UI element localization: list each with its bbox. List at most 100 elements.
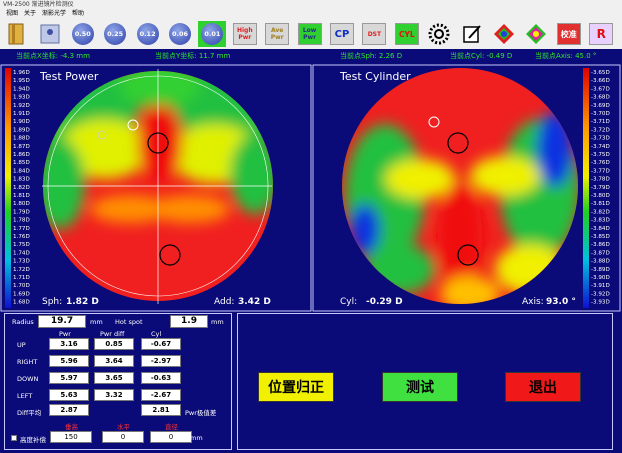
scale-label: -3.91D (591, 283, 610, 289)
toolbar-button[interactable] (490, 21, 518, 47)
toolbar-button[interactable]: 0.25 (101, 21, 129, 47)
toolbar-button[interactable] (458, 21, 486, 47)
button-label: High Pwr (232, 23, 257, 45)
map-title: Test Cylinder (339, 70, 411, 83)
button-label: CP (330, 23, 354, 45)
toolbar-button[interactable]: Ave Pwr (263, 21, 291, 47)
map-title: Test Power (39, 70, 99, 83)
scale-label: -3.82D (591, 209, 610, 215)
action-button[interactable]: 退出 (505, 372, 581, 402)
scale-label: 1.74D (13, 250, 30, 256)
toolbar-button[interactable]: CP (328, 21, 356, 47)
checkbox[interactable] (11, 435, 17, 441)
cyl-heatmap (342, 68, 578, 304)
scale-label: 1.71D (13, 275, 30, 281)
toolbar-button[interactable] (425, 21, 453, 47)
scale-label: 1.75D (13, 242, 30, 248)
status-text: 当前点X坐标: -4.3 mm (16, 52, 90, 60)
scale-label: 1.79D (13, 209, 30, 215)
button-label: R (589, 23, 614, 45)
field-label: Pwr diff (100, 330, 125, 338)
toolbar-button[interactable]: 0.06 (166, 21, 194, 47)
scale-label: -3.71D (591, 119, 610, 125)
maps: 1.96D 1.95D 1.94D 1.93D 1.92D 1.91D 1.90D 1.89D… (0, 64, 621, 312)
toolbar-button[interactable]: R (587, 21, 615, 47)
value-box: -2.67 (141, 389, 181, 401)
power-overlay (42, 69, 272, 304)
toolbar-button[interactable]: 0.01 (198, 21, 227, 47)
toolbar-button[interactable] (522, 21, 550, 47)
scale-label: -3.93D (591, 300, 610, 306)
measure-panel (4, 313, 232, 450)
cyl-color-scale (583, 68, 589, 308)
toolbar-button[interactable]: High Pwr (231, 21, 259, 47)
field-label: 高度补偿 (20, 436, 46, 444)
menu-item[interactable]: 渐影光学 (42, 10, 67, 17)
scale-label: 1.84D (13, 168, 30, 174)
scale-label: -3.77D (591, 168, 610, 174)
field-label: Pwr (59, 330, 71, 338)
action-button[interactable]: 位置归正 (258, 372, 334, 402)
button-label: 0.12 (136, 23, 159, 45)
scale-label: -3.83D (591, 218, 610, 224)
toolbar-button[interactable] (36, 21, 64, 47)
value-box: 19.7 (38, 315, 86, 328)
scale-label: 1.91D (13, 111, 30, 117)
scale-label: 1.78D (13, 218, 30, 224)
toolbar-button[interactable]: 校准 (555, 21, 583, 47)
scale-label: -3.72D (591, 127, 610, 133)
action-button[interactable]: 测试 (382, 372, 458, 402)
value-box: 0 (102, 431, 144, 443)
scale-label: -3.73D (591, 136, 610, 142)
field-label: mm (211, 318, 224, 326)
menu-item[interactable]: 视图 (6, 10, 19, 17)
scale-label: 1.89D (13, 127, 30, 133)
scale-label: 1.70D (13, 283, 30, 289)
status-text: 当前点Axis: 45.0 ° (535, 52, 597, 60)
cyl-overlay (428, 116, 479, 266)
value-box: -2.97 (141, 355, 181, 367)
scale-label: 1.92D (13, 103, 30, 109)
toolbar-button[interactable]: 0.50 (69, 21, 97, 47)
scale-label: 1.94D (13, 86, 30, 92)
value-box: 2.81 (141, 404, 181, 416)
scale-label: -3.78D (591, 177, 610, 183)
value-box: 5.63 (49, 389, 89, 401)
scale-label: -3.70D (591, 111, 610, 117)
action-panel (237, 313, 613, 450)
field-label: Diff平均 (17, 409, 42, 417)
scale-label: -3.90D (591, 275, 610, 281)
scale-label: 1.77D (13, 226, 30, 232)
toolbar-button[interactable]: 0.12 (134, 21, 162, 47)
value-box: 5.96 (49, 355, 89, 367)
toolbar-button[interactable] (4, 21, 32, 47)
menu-item[interactable]: 帮助 (72, 10, 85, 17)
toolbar-icon (428, 23, 450, 45)
scale-label: 1.73D (13, 259, 30, 265)
scale-label: 1.69D (13, 291, 30, 297)
field-label: LEFT (17, 392, 33, 400)
scale-label: -3.86D (591, 242, 610, 248)
scale-label: -3.84D (591, 226, 610, 232)
menu-item[interactable]: 关于 (24, 10, 37, 17)
status-text: 当前点Cyl: -0.49 D (450, 52, 513, 60)
toolbar-button[interactable]: CYL (393, 21, 421, 47)
power-color-scale (5, 68, 11, 308)
button-label: Ave Pwr (265, 23, 290, 45)
field-label: 水平 (117, 423, 130, 431)
scale-label: -3.75D (591, 152, 610, 158)
button-label: DST (362, 23, 387, 45)
scale-label: -3.68D (591, 95, 610, 101)
toolbar-button[interactable]: Low Pwr (296, 21, 324, 47)
field-label: UP (17, 341, 26, 349)
scale-label: -3.88D (591, 259, 610, 265)
scale-label: -3.67D (591, 86, 610, 92)
value-box: 0 (150, 431, 192, 443)
axis-label: Axis: (522, 297, 544, 307)
toolbar: 0.50 0.25 0.12 0.06 0.01 High Pwr Ave Pwr Low P… (0, 19, 622, 49)
axis-value: 93.0 ° (546, 297, 576, 307)
scale-label: 1.87D (13, 144, 30, 150)
scale-label: 1.83D (13, 177, 30, 183)
toolbar-button[interactable]: DST (360, 21, 388, 47)
menu-bar: 视图 关于 渐影光学 帮助 (0, 9, 622, 19)
